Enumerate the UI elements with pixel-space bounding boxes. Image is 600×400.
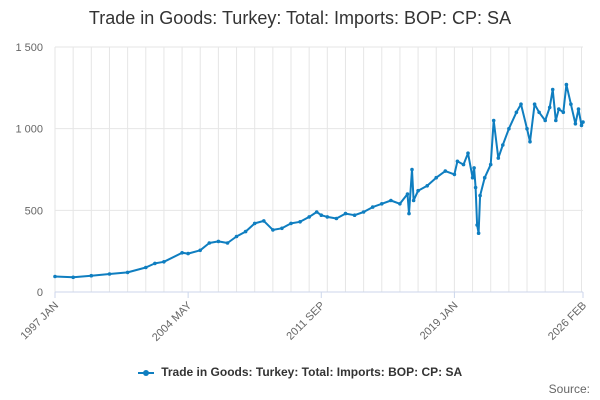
data-point [501, 143, 505, 147]
data-point [579, 123, 584, 128]
data-point [411, 198, 416, 203]
data-point [89, 273, 94, 278]
data-point [271, 228, 275, 232]
data-point [334, 216, 339, 221]
data-point [470, 175, 475, 180]
data-point [410, 167, 414, 172]
series-layer [53, 82, 585, 280]
data-point [455, 159, 460, 164]
legend-line-marker-icon [137, 368, 154, 378]
data-point [488, 162, 493, 167]
data-point [496, 156, 501, 160]
x-tick-label: 2004 MAY [150, 299, 195, 344]
data-point [557, 107, 561, 111]
data-point [452, 172, 457, 177]
data-point [125, 270, 130, 275]
y-tick-label: 1 000 [15, 124, 43, 136]
data-point [550, 87, 555, 92]
data-point [307, 215, 312, 219]
data-point [475, 223, 479, 227]
data-point [473, 185, 478, 190]
data-point [425, 184, 430, 188]
data-point [491, 118, 496, 123]
data-point [298, 220, 302, 224]
legend-item[interactable]: Trade in Goods: Turkey: Total: Imports: … [0, 365, 600, 379]
data-point [482, 175, 487, 180]
data-point [216, 239, 221, 244]
data-point [144, 265, 148, 270]
data-point [198, 248, 202, 253]
data-point [434, 175, 439, 180]
data-point [207, 241, 212, 245]
x-tick-label: 2026 FEB [546, 300, 589, 343]
data-point [528, 139, 532, 144]
data-point [416, 188, 420, 193]
data-point [289, 221, 293, 226]
data-point [186, 251, 190, 256]
data-point [314, 210, 319, 214]
data-point [107, 272, 112, 276]
data-point [561, 110, 566, 115]
data-point [573, 122, 578, 126]
data-point [234, 234, 239, 239]
data-point [243, 229, 248, 234]
data-point [262, 219, 266, 223]
y-tick-label: 500 [25, 205, 43, 217]
data-point [53, 274, 57, 279]
data-point [443, 169, 448, 173]
x-tick-label: 1997 JAN [18, 300, 61, 343]
data-point [162, 260, 166, 264]
data-point [547, 105, 552, 110]
data-point [532, 102, 537, 106]
series-line [54, 83, 584, 279]
data-point [576, 107, 581, 111]
data-point [478, 193, 482, 198]
y-tick-label: 1 500 [15, 42, 43, 54]
data-point [343, 211, 348, 216]
data-point [380, 202, 384, 206]
data-point [581, 120, 585, 124]
data-point [180, 251, 184, 255]
data-point [325, 215, 330, 219]
data-point [461, 162, 466, 167]
data-point [537, 110, 541, 115]
data-point [405, 192, 410, 196]
data-point [352, 213, 357, 217]
x-tick-label: 2019 JAN [418, 300, 461, 343]
data-point [225, 241, 230, 245]
data-point [71, 275, 75, 280]
axis-layer: 0 500 1 000 1 500 1997 JAN 2004 MAY 2011 SEP 20… [15, 42, 589, 344]
data-point [525, 126, 529, 131]
data-point [252, 221, 257, 226]
data-point [407, 211, 411, 216]
data-point [476, 231, 481, 235]
data-point [569, 102, 573, 106]
data-point [472, 166, 476, 170]
x-tick-label: 2011 SEP [284, 300, 327, 343]
data-point [370, 205, 375, 209]
data-point [280, 226, 284, 231]
data-point [519, 102, 523, 106]
data-point [514, 110, 519, 115]
data-point [398, 202, 402, 206]
data-point [389, 198, 393, 203]
data-point [319, 213, 324, 217]
grid-layer [54, 46, 583, 293]
legend-label: Trade in Goods: Turkey: Total: Imports: … [161, 365, 463, 379]
data-point [507, 126, 511, 131]
data-point [361, 210, 366, 214]
data-point [466, 151, 470, 155]
source-label[interactable]: Source: [548, 382, 590, 396]
data-point [564, 82, 569, 87]
y-tick-label: 0 [37, 287, 43, 299]
data-point [153, 261, 157, 266]
data-point [543, 118, 547, 123]
data-point [554, 118, 558, 123]
chart-title: Trade in Goods: Turkey: Total: Imports: … [88, 8, 512, 28]
